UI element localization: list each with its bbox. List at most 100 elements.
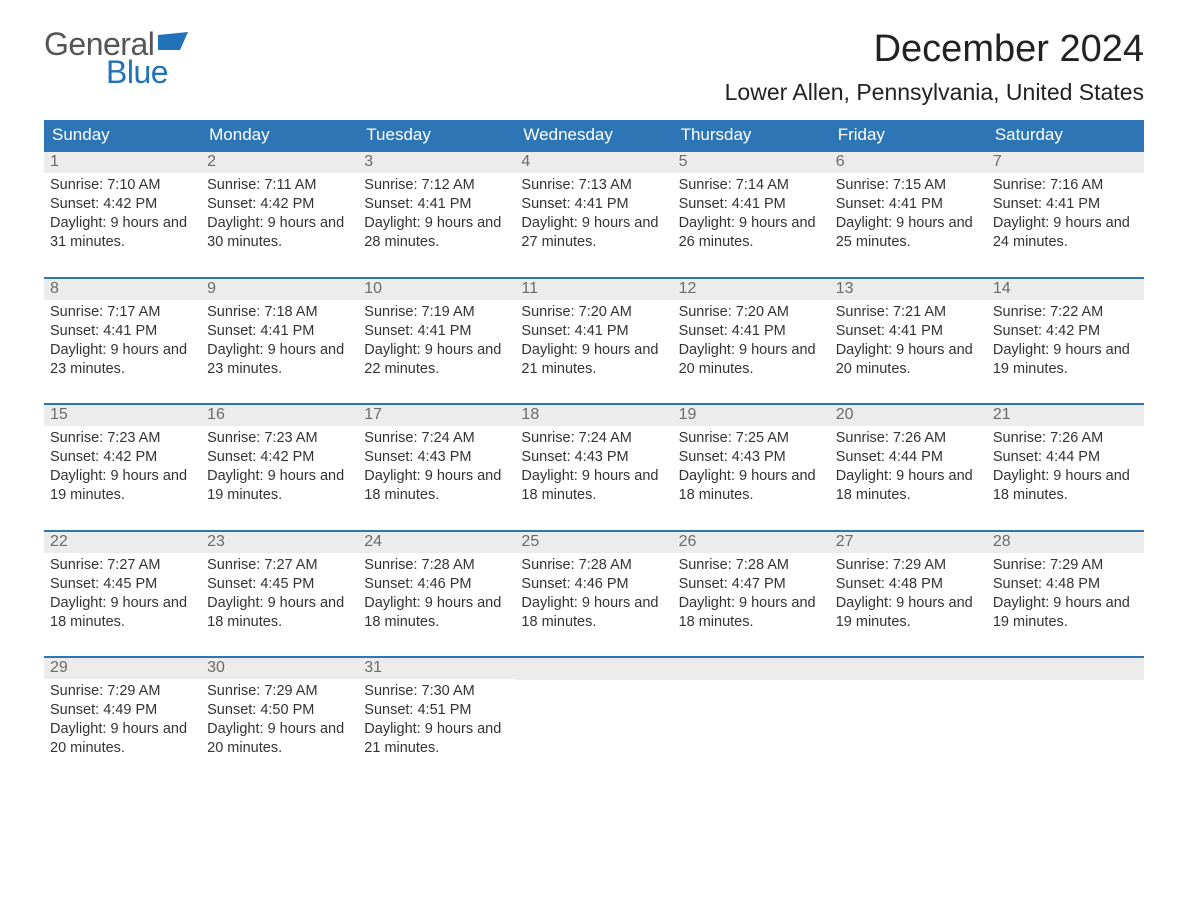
sunrise-line: Sunrise: 7:29 AM (836, 556, 981, 575)
sunrise-line: Sunrise: 7:22 AM (993, 303, 1138, 322)
day-cell (673, 658, 830, 765)
daylight-line: Daylight: 9 hours and 19 minutes. (50, 467, 195, 505)
daylight-line: Daylight: 9 hours and 18 minutes. (836, 467, 981, 505)
day-cell: 6Sunrise: 7:15 AMSunset: 4:41 PMDaylight… (830, 152, 987, 259)
day-details: Sunrise: 7:12 AMSunset: 4:41 PMDaylight:… (358, 173, 515, 259)
day-number (987, 658, 1144, 680)
sunset-line: Sunset: 4:49 PM (50, 701, 195, 720)
day-details: Sunrise: 7:20 AMSunset: 4:41 PMDaylight:… (673, 300, 830, 386)
flag-icon (158, 32, 188, 54)
day-header: Tuesday (358, 120, 515, 150)
day-cell: 22Sunrise: 7:27 AMSunset: 4:45 PMDayligh… (44, 532, 201, 639)
day-number: 22 (44, 532, 201, 553)
sunrise-line: Sunrise: 7:24 AM (521, 429, 666, 448)
sunset-line: Sunset: 4:41 PM (207, 322, 352, 341)
sunset-line: Sunset: 4:41 PM (521, 322, 666, 341)
day-cell: 20Sunrise: 7:26 AMSunset: 4:44 PMDayligh… (830, 405, 987, 512)
day-number: 3 (358, 152, 515, 173)
day-header: Thursday (673, 120, 830, 150)
sunrise-line: Sunrise: 7:17 AM (50, 303, 195, 322)
day-number: 31 (358, 658, 515, 679)
sunrise-line: Sunrise: 7:29 AM (50, 682, 195, 701)
sunrise-line: Sunrise: 7:24 AM (364, 429, 509, 448)
daylight-line: Daylight: 9 hours and 28 minutes. (364, 214, 509, 252)
daylight-line: Daylight: 9 hours and 18 minutes. (679, 467, 824, 505)
day-cell: 13Sunrise: 7:21 AMSunset: 4:41 PMDayligh… (830, 279, 987, 386)
daylight-line: Daylight: 9 hours and 31 minutes. (50, 214, 195, 252)
day-cell: 31Sunrise: 7:30 AMSunset: 4:51 PMDayligh… (358, 658, 515, 765)
day-details: Sunrise: 7:22 AMSunset: 4:42 PMDaylight:… (987, 300, 1144, 386)
sunset-line: Sunset: 4:51 PM (364, 701, 509, 720)
day-details: Sunrise: 7:21 AMSunset: 4:41 PMDaylight:… (830, 300, 987, 386)
day-details: Sunrise: 7:26 AMSunset: 4:44 PMDaylight:… (987, 426, 1144, 512)
day-details: Sunrise: 7:29 AMSunset: 4:49 PMDaylight:… (44, 679, 201, 765)
day-number: 9 (201, 279, 358, 300)
sunrise-line: Sunrise: 7:11 AM (207, 176, 352, 195)
daylight-line: Daylight: 9 hours and 23 minutes. (207, 341, 352, 379)
day-number: 6 (830, 152, 987, 173)
day-number: 5 (673, 152, 830, 173)
daylight-line: Daylight: 9 hours and 23 minutes. (50, 341, 195, 379)
day-cell (987, 658, 1144, 765)
day-details: Sunrise: 7:28 AMSunset: 4:46 PMDaylight:… (515, 553, 672, 639)
day-cell: 18Sunrise: 7:24 AMSunset: 4:43 PMDayligh… (515, 405, 672, 512)
sunset-line: Sunset: 4:44 PM (836, 448, 981, 467)
sunset-line: Sunset: 4:43 PM (679, 448, 824, 467)
day-details: Sunrise: 7:13 AMSunset: 4:41 PMDaylight:… (515, 173, 672, 259)
day-cell: 23Sunrise: 7:27 AMSunset: 4:45 PMDayligh… (201, 532, 358, 639)
sunrise-line: Sunrise: 7:20 AM (679, 303, 824, 322)
day-number: 17 (358, 405, 515, 426)
week-row: 29Sunrise: 7:29 AMSunset: 4:49 PMDayligh… (44, 656, 1144, 765)
day-number: 28 (987, 532, 1144, 553)
sunset-line: Sunset: 4:41 PM (993, 195, 1138, 214)
day-cell: 30Sunrise: 7:29 AMSunset: 4:50 PMDayligh… (201, 658, 358, 765)
day-number: 25 (515, 532, 672, 553)
sunset-line: Sunset: 4:41 PM (836, 322, 981, 341)
brand-logo: General Blue (44, 28, 188, 88)
sunrise-line: Sunrise: 7:28 AM (521, 556, 666, 575)
daylight-line: Daylight: 9 hours and 24 minutes. (993, 214, 1138, 252)
header: General Blue December 2024 Lower Allen, … (44, 28, 1144, 106)
sunset-line: Sunset: 4:44 PM (993, 448, 1138, 467)
sunset-line: Sunset: 4:48 PM (836, 575, 981, 594)
day-header: Friday (830, 120, 987, 150)
sunrise-line: Sunrise: 7:15 AM (836, 176, 981, 195)
daylight-line: Daylight: 9 hours and 20 minutes. (50, 720, 195, 758)
sunset-line: Sunset: 4:41 PM (50, 322, 195, 341)
daylight-line: Daylight: 9 hours and 18 minutes. (679, 594, 824, 632)
sunset-line: Sunset: 4:42 PM (207, 195, 352, 214)
day-number: 20 (830, 405, 987, 426)
day-details: Sunrise: 7:18 AMSunset: 4:41 PMDaylight:… (201, 300, 358, 386)
day-cell: 14Sunrise: 7:22 AMSunset: 4:42 PMDayligh… (987, 279, 1144, 386)
week-row: 1Sunrise: 7:10 AMSunset: 4:42 PMDaylight… (44, 150, 1144, 259)
sunrise-line: Sunrise: 7:28 AM (364, 556, 509, 575)
day-cell: 16Sunrise: 7:23 AMSunset: 4:42 PMDayligh… (201, 405, 358, 512)
sunset-line: Sunset: 4:45 PM (207, 575, 352, 594)
sunset-line: Sunset: 4:41 PM (679, 195, 824, 214)
week-row: 22Sunrise: 7:27 AMSunset: 4:45 PMDayligh… (44, 530, 1144, 639)
sunset-line: Sunset: 4:41 PM (521, 195, 666, 214)
day-number: 15 (44, 405, 201, 426)
day-details: Sunrise: 7:25 AMSunset: 4:43 PMDaylight:… (673, 426, 830, 512)
day-details: Sunrise: 7:30 AMSunset: 4:51 PMDaylight:… (358, 679, 515, 765)
sunrise-line: Sunrise: 7:21 AM (836, 303, 981, 322)
day-details: Sunrise: 7:29 AMSunset: 4:50 PMDaylight:… (201, 679, 358, 765)
day-cell: 7Sunrise: 7:16 AMSunset: 4:41 PMDaylight… (987, 152, 1144, 259)
sunrise-line: Sunrise: 7:14 AM (679, 176, 824, 195)
day-details: Sunrise: 7:23 AMSunset: 4:42 PMDaylight:… (201, 426, 358, 512)
day-header-row: SundayMondayTuesdayWednesdayThursdayFrid… (44, 120, 1144, 150)
sunset-line: Sunset: 4:42 PM (50, 195, 195, 214)
sunrise-line: Sunrise: 7:18 AM (207, 303, 352, 322)
day-details: Sunrise: 7:23 AMSunset: 4:42 PMDaylight:… (44, 426, 201, 512)
day-details: Sunrise: 7:28 AMSunset: 4:47 PMDaylight:… (673, 553, 830, 639)
day-cell: 11Sunrise: 7:20 AMSunset: 4:41 PMDayligh… (515, 279, 672, 386)
day-number: 21 (987, 405, 1144, 426)
sunset-line: Sunset: 4:50 PM (207, 701, 352, 720)
day-number: 14 (987, 279, 1144, 300)
week-row: 8Sunrise: 7:17 AMSunset: 4:41 PMDaylight… (44, 277, 1144, 386)
day-number: 19 (673, 405, 830, 426)
daylight-line: Daylight: 9 hours and 27 minutes. (521, 214, 666, 252)
daylight-line: Daylight: 9 hours and 21 minutes. (521, 341, 666, 379)
sunset-line: Sunset: 4:46 PM (364, 575, 509, 594)
day-details: Sunrise: 7:28 AMSunset: 4:46 PMDaylight:… (358, 553, 515, 639)
